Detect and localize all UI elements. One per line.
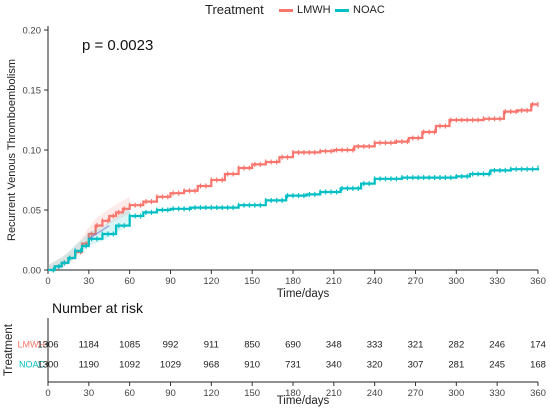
y-tick-label: 0.05	[23, 206, 42, 217]
legend: Treatment LMWH NOAC	[0, 0, 550, 20]
y-tick-label: 0.00	[23, 266, 42, 277]
risk-cell-lmwh: 282	[448, 340, 464, 351]
risk-cell-noac: 281	[448, 360, 464, 371]
risk-cell-noac: 1092	[119, 360, 140, 371]
p-value-annotation: p = 0.0023	[82, 37, 153, 54]
risk-x-tick-label: 60	[124, 388, 135, 399]
risk-x-tick-label: 120	[203, 388, 219, 399]
legend-swatch-lmwh	[279, 8, 293, 12]
risk-cell-noac: 1190	[79, 360, 99, 371]
risk-cell-noac: 731	[285, 360, 301, 371]
risk-cell-lmwh: 1306	[37, 340, 58, 351]
risk-y-axis-title: Treatment	[3, 323, 15, 376]
x-tick-label: 150	[244, 276, 260, 287]
risk-x-tick-label: 180	[285, 388, 301, 399]
series-overlap	[88, 224, 110, 240]
x-tick-label: 210	[326, 276, 342, 287]
legend-item-noac: NOAC	[335, 4, 385, 16]
risk-x-tick-label: 330	[489, 388, 505, 399]
x-tick-label: 330	[489, 276, 505, 287]
risk-cell-noac: 1029	[160, 360, 181, 371]
risk-table-title: Number at risk	[52, 300, 144, 316]
x-tick-label: 240	[367, 276, 383, 287]
legend-label-noac: NOAC	[353, 4, 385, 16]
legend-swatch-noac	[335, 8, 349, 12]
legend-item-lmwh: LMWH	[279, 4, 331, 16]
risk-cell-lmwh: 321	[408, 340, 424, 351]
risk-cell-lmwh: 333	[367, 340, 383, 351]
risk-cell-noac: 168	[530, 360, 546, 371]
risk-x-tick-label: 0	[45, 388, 50, 399]
risk-cell-lmwh: 1085	[119, 340, 140, 351]
series-line-noac	[48, 168, 540, 272]
risk-row-label-noac: NOAC	[19, 360, 46, 370]
risk-cell-lmwh: 174	[530, 340, 546, 351]
risk-x-tick-label: 360	[530, 388, 546, 399]
risk-cell-lmwh: 992	[163, 340, 179, 351]
censor-marks-noac	[52, 165, 539, 273]
x-tick-label: 180	[285, 276, 301, 287]
risk-cell-lmwh: 850	[244, 340, 260, 351]
x-tick-label: 120	[203, 276, 219, 287]
risk-cell-noac: 307	[408, 360, 424, 371]
km-chart: 0.00 0.05 0.10 0.15 0.20 0 30 60 90 120 150 180 210 2…	[6, 26, 546, 301]
y-tick-label: 0.20	[23, 26, 42, 37]
y-axis-title: Recurrent Venous Thromboembolism	[6, 59, 18, 241]
risk-cell-noac: 245	[489, 360, 505, 371]
x-tick-label: 300	[448, 276, 464, 287]
risk-x-tick-label: 210	[326, 388, 342, 399]
risk-cell-lmwh: 348	[326, 340, 342, 351]
risk-cell-noac: 340	[326, 360, 342, 371]
x-tick-label: 270	[408, 276, 424, 287]
risk-x-tick-label: 270	[408, 388, 424, 399]
risk-cell-noac: 1300	[37, 360, 58, 371]
legend-label-lmwh: LMWH	[297, 4, 331, 16]
risk-cell-lmwh: 246	[489, 340, 505, 351]
risk-x-tick-label: 150	[244, 388, 260, 399]
risk-cell-lmwh: 690	[285, 340, 301, 351]
risk-cell-lmwh: 1184	[79, 340, 99, 351]
x-tick-label: 360	[530, 276, 546, 287]
risk-cell-noac: 968	[203, 360, 219, 371]
y-tick-label: 0.15	[23, 86, 42, 97]
x-tick-label: 30	[84, 276, 95, 287]
risk-cell-noac: 320	[367, 360, 383, 371]
risk-x-tick-label: 300	[448, 388, 464, 399]
risk-row-label-lmwh: LMWH	[18, 340, 46, 350]
risk-x-tick-label: 240	[367, 388, 383, 399]
risk-cell-lmwh: 911	[204, 340, 219, 351]
risk-cell-noac: 910	[244, 360, 260, 371]
risk-x-tick-label: 90	[165, 388, 176, 399]
x-tick-label: 90	[165, 276, 176, 287]
x-tick-label: 0	[45, 276, 50, 287]
y-tick-label: 0.10	[23, 146, 42, 157]
risk-x-axis-title: Time/days	[277, 395, 330, 407]
x-axis-title: Time/days	[277, 288, 330, 300]
risk-x-tick-label: 30	[84, 388, 95, 399]
legend-title: Treatment	[205, 2, 264, 17]
x-tick-label: 60	[124, 276, 135, 287]
